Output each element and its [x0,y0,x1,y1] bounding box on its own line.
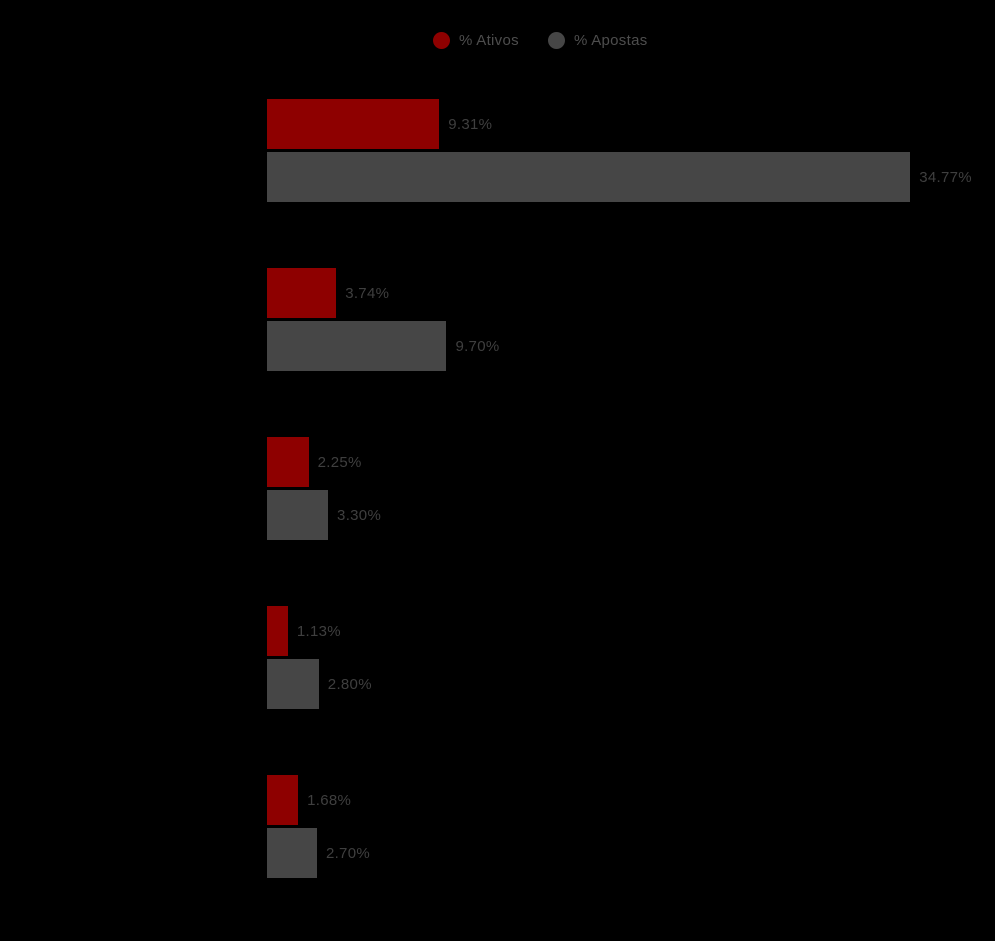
bar-group: 2.25% 3.30% [267,437,972,540]
apostas-bar-value-label: 3.30% [337,506,382,524]
apostas-legend-dot-icon [547,32,565,49]
ativos-bar-value-label: 1.68% [307,791,352,809]
ativos-bar [267,437,309,487]
apostas-bar-row: 34.77% [267,152,972,202]
bar-group: 9.31% 34.77% [267,99,972,202]
bar-group: 1.68% 2.70% [267,775,972,878]
apostas-bar-value-label: 2.80% [327,675,372,693]
ativos-bar [267,775,299,825]
legend-label-ativos: % Ativos [459,32,519,49]
ativos-bar-value-label: 1.13% [296,622,341,640]
apostas-bar-row: 2.80% [267,659,972,709]
bar-groups: 9.31% 34.77% 3.74% 9.70% 2.25% 3.30% 1.13% 2.80… [267,99,972,878]
legend-label-apostas: % Apostas [573,32,648,49]
ativos-bar-row: 3.74% [267,268,972,318]
apostas-bar [267,490,329,540]
ativos-bar [267,606,288,656]
apostas-bar-row: 9.70% [267,321,972,371]
apostas-bar-row: 2.70% [267,828,972,878]
legend-item-apostas[interactable]: % Apostas [547,32,648,49]
ativos-legend-dot-icon [433,32,450,49]
apostas-bar [267,152,911,202]
apostas-bar-row: 3.30% [267,490,972,540]
ativos-bar [267,268,337,318]
ativos-bar [267,99,440,149]
bar-group: 1.13% 2.80% [267,606,972,709]
ativos-bar-value-label: 2.25% [317,453,362,471]
legend-item-ativos[interactable]: % Ativos [433,32,519,49]
chart-legend: % Ativos % Apostas [433,32,648,49]
apostas-bar [267,828,317,878]
apostas-bar-value-label: 2.70% [325,844,370,862]
apostas-bar-value-label: 9.70% [455,337,500,355]
apostas-bar [267,659,319,709]
ativos-bar-row: 1.13% [267,606,972,656]
bar-group: 3.74% 9.70% [267,268,972,371]
ativos-bar-value-label: 3.74% [345,284,390,302]
apostas-bar-value-label: 34.77% [919,168,972,186]
ativos-bar-row: 1.68% [267,775,972,825]
ativos-bar-value-label: 9.31% [448,115,493,133]
apostas-bar [267,321,447,371]
ativos-bar-row: 2.25% [267,437,972,487]
ativos-bar-row: 9.31% [267,99,972,149]
